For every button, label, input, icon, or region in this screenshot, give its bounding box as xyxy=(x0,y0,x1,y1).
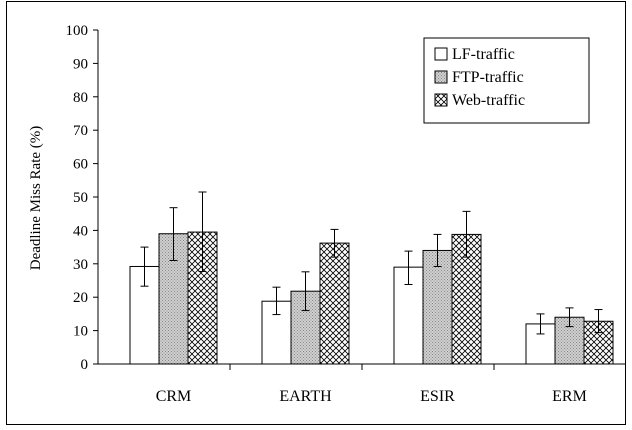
legend-box xyxy=(423,37,590,124)
category-label: CRM xyxy=(156,388,192,405)
legend: LF-traffic FTP-traffic Web-traffic xyxy=(423,37,590,124)
error-bars xyxy=(140,191,603,335)
y-axis-title: Deadline Miss Rate (%) xyxy=(28,126,44,271)
x-axis: CRM EARTH ESIR ERM xyxy=(98,363,626,405)
legend-swatch-crosshatch xyxy=(434,93,448,107)
y-tick-label: 70 xyxy=(73,123,88,139)
legend-swatch-dotted xyxy=(434,70,448,84)
category-label: ESIR xyxy=(420,388,455,405)
y-tick-label: 50 xyxy=(73,190,88,206)
bar-crosshatch-earth xyxy=(319,242,350,365)
y-tick-label: 40 xyxy=(73,223,88,239)
legend-swatch-white xyxy=(434,47,448,61)
y-tick-label: 0 xyxy=(81,357,89,373)
legend-label: LF-traffic xyxy=(452,46,515,63)
legend-label: Web-traffic xyxy=(452,92,525,109)
y-tick-label: 60 xyxy=(73,157,88,173)
y-tick-label: 100 xyxy=(66,23,89,39)
category-label: ERM xyxy=(552,388,587,405)
y-tick-label: 20 xyxy=(73,290,88,306)
bar-dotted-esir xyxy=(422,249,453,365)
y-axis: 0 10 20 30 40 50 60 70 80 90 100 xyxy=(66,23,99,373)
category-label: EARTH xyxy=(279,388,332,405)
y-tick-label: 90 xyxy=(73,56,88,72)
y-tick-label: 80 xyxy=(73,90,88,106)
legend-label: FTP-traffic xyxy=(452,69,524,86)
y-tick-label: 30 xyxy=(73,257,88,273)
y-tick-label: 10 xyxy=(73,324,88,340)
